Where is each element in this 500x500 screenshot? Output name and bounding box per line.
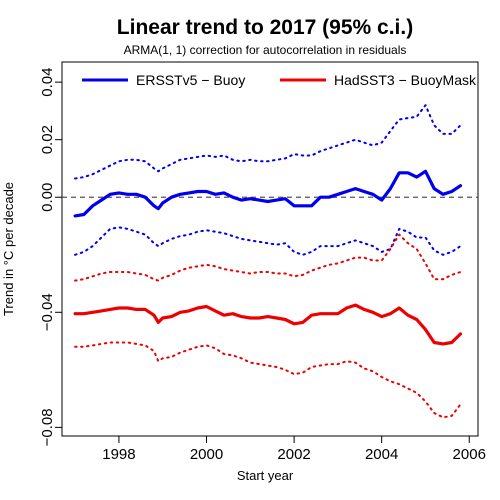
- series-layer: [73, 104, 463, 419]
- x-tick-label-2002: 2002: [277, 446, 310, 463]
- y-tick-label-3: 0.02: [39, 125, 56, 154]
- x-tick-label-1998: 1998: [102, 446, 135, 463]
- series-line-4: [74, 233, 462, 282]
- y-tick-label-4: 0.04: [39, 68, 56, 97]
- legend-label-ersst: ERSSTv5 − Buoy: [136, 72, 245, 88]
- chart-subtitle: ARMA(1, 1) correction for autocorrelatio…: [124, 43, 407, 57]
- axis-layer: 1998 2000 2002 2004 2006 −0.08 −0.04 0.00 0.02 0.…: [39, 68, 486, 463]
- x-axis-label: Start year: [237, 468, 294, 483]
- x-tick-label-2006: 2006: [453, 446, 486, 463]
- series-line-1: [74, 104, 462, 180]
- x-tick-label-2000: 2000: [190, 446, 223, 463]
- series-line-2: [74, 226, 462, 256]
- series-line-0: [73, 169, 463, 218]
- x-tick-label-2004: 2004: [365, 446, 398, 463]
- y-tick-label-2: 0.00: [39, 183, 56, 212]
- y-tick-label-1: −0.04: [39, 293, 56, 331]
- chart-title: Linear trend to 2017 (95% c.i.): [117, 16, 413, 39]
- legend-label-hadsst: HadSST3 − BuoyMask: [334, 72, 477, 88]
- legend: ERSSTv5 − Buoy HadSST3 − BuoyMask: [82, 72, 477, 88]
- y-tick-label-0: −0.08: [39, 408, 56, 446]
- series-line-5: [74, 341, 462, 419]
- y-axis-label: Trend in °C per decade: [1, 182, 16, 316]
- series-line-3: [73, 303, 463, 346]
- plot-frame: [61, 61, 479, 437]
